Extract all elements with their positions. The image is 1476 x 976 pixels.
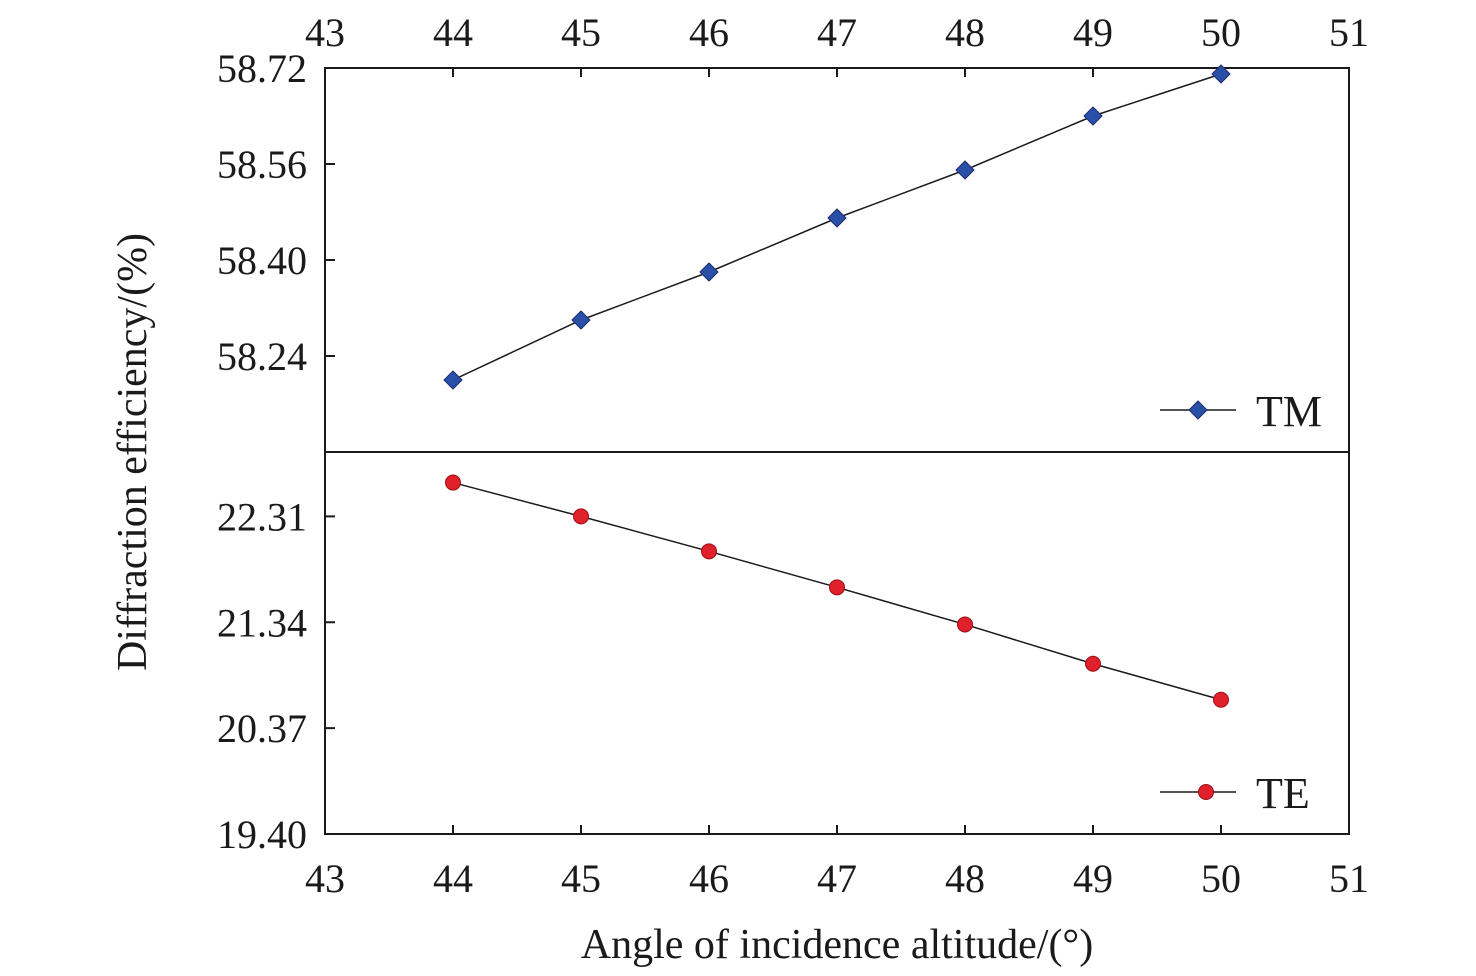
data-point-TE (445, 474, 461, 491)
data-point-TE (573, 508, 589, 525)
x-tick-label-top: 47 (817, 10, 857, 55)
data-point-TM (955, 160, 975, 180)
data-point-TM (443, 370, 463, 390)
y-axis: 58.24 58.40 58.56 58.72 19.40 20.37 21.34 22.31 (217, 46, 335, 857)
data-point-TM (1083, 106, 1103, 126)
x-tick-label-bottom: 44 (433, 856, 473, 901)
y-tick-label: 58.56 (217, 142, 307, 187)
x-axis-title: Angle of incidence altitude/(°) (581, 922, 1093, 968)
y-tick-label: 58.24 (217, 334, 307, 379)
x-tick-label-bottom: 46 (689, 856, 729, 901)
x-tick-label-top: 48 (945, 10, 985, 55)
x-axis: 43 43 44 44 45 45 46 46 47 47 48 48 49 49 50 50 51 51 (305, 10, 1369, 901)
y-tick-label: 20.37 (217, 706, 307, 751)
legend-marker-TE (1198, 784, 1214, 800)
x-tick-label-bottom: 50 (1201, 856, 1241, 901)
y-tick-label: 19.40 (217, 812, 307, 857)
x-tick-label-top: 50 (1201, 10, 1241, 55)
y-tick-label: 22.31 (217, 494, 307, 539)
legend: TM TE (1160, 387, 1322, 818)
x-tick-label-bottom: 48 (945, 856, 985, 901)
legend-marker-TM (1188, 400, 1208, 420)
x-tick-label-top: 43 (305, 10, 345, 55)
data-point-TE (1085, 655, 1101, 672)
data-point-TM (571, 310, 591, 330)
x-tick-label-top: 44 (433, 10, 473, 55)
data-point-TM (827, 208, 847, 228)
x-tick-label-top: 49 (1073, 10, 1113, 55)
legend-label-TE: TE (1256, 769, 1310, 818)
x-tick-label-bottom: 45 (561, 856, 601, 901)
y-tick-label: 21.34 (217, 600, 307, 645)
x-tick-label-top: 46 (689, 10, 729, 55)
x-tick-label-bottom: 51 (1329, 856, 1369, 901)
data-point-TM (699, 262, 719, 282)
y-tick-label: 58.40 (217, 238, 307, 283)
data-point-TM (1211, 64, 1231, 84)
legend-label-TM: TM (1256, 387, 1322, 436)
x-tick-label-bottom: 47 (817, 856, 857, 901)
series-layer (443, 64, 1231, 708)
data-point-TE (701, 543, 717, 560)
y-axis-title: Diffraction efficiency/(%) (110, 233, 156, 671)
x-tick-label-top: 45 (561, 10, 601, 55)
data-point-TE (1213, 691, 1229, 708)
x-tick-label-top: 51 (1329, 10, 1369, 55)
x-tick-label-bottom: 49 (1073, 856, 1113, 901)
data-point-TE (829, 579, 845, 596)
plot-frame (324, 67, 1350, 835)
y-tick-label: 58.72 (217, 46, 307, 91)
data-point-TE (957, 616, 973, 633)
x-tick-label-bottom: 43 (305, 856, 345, 901)
